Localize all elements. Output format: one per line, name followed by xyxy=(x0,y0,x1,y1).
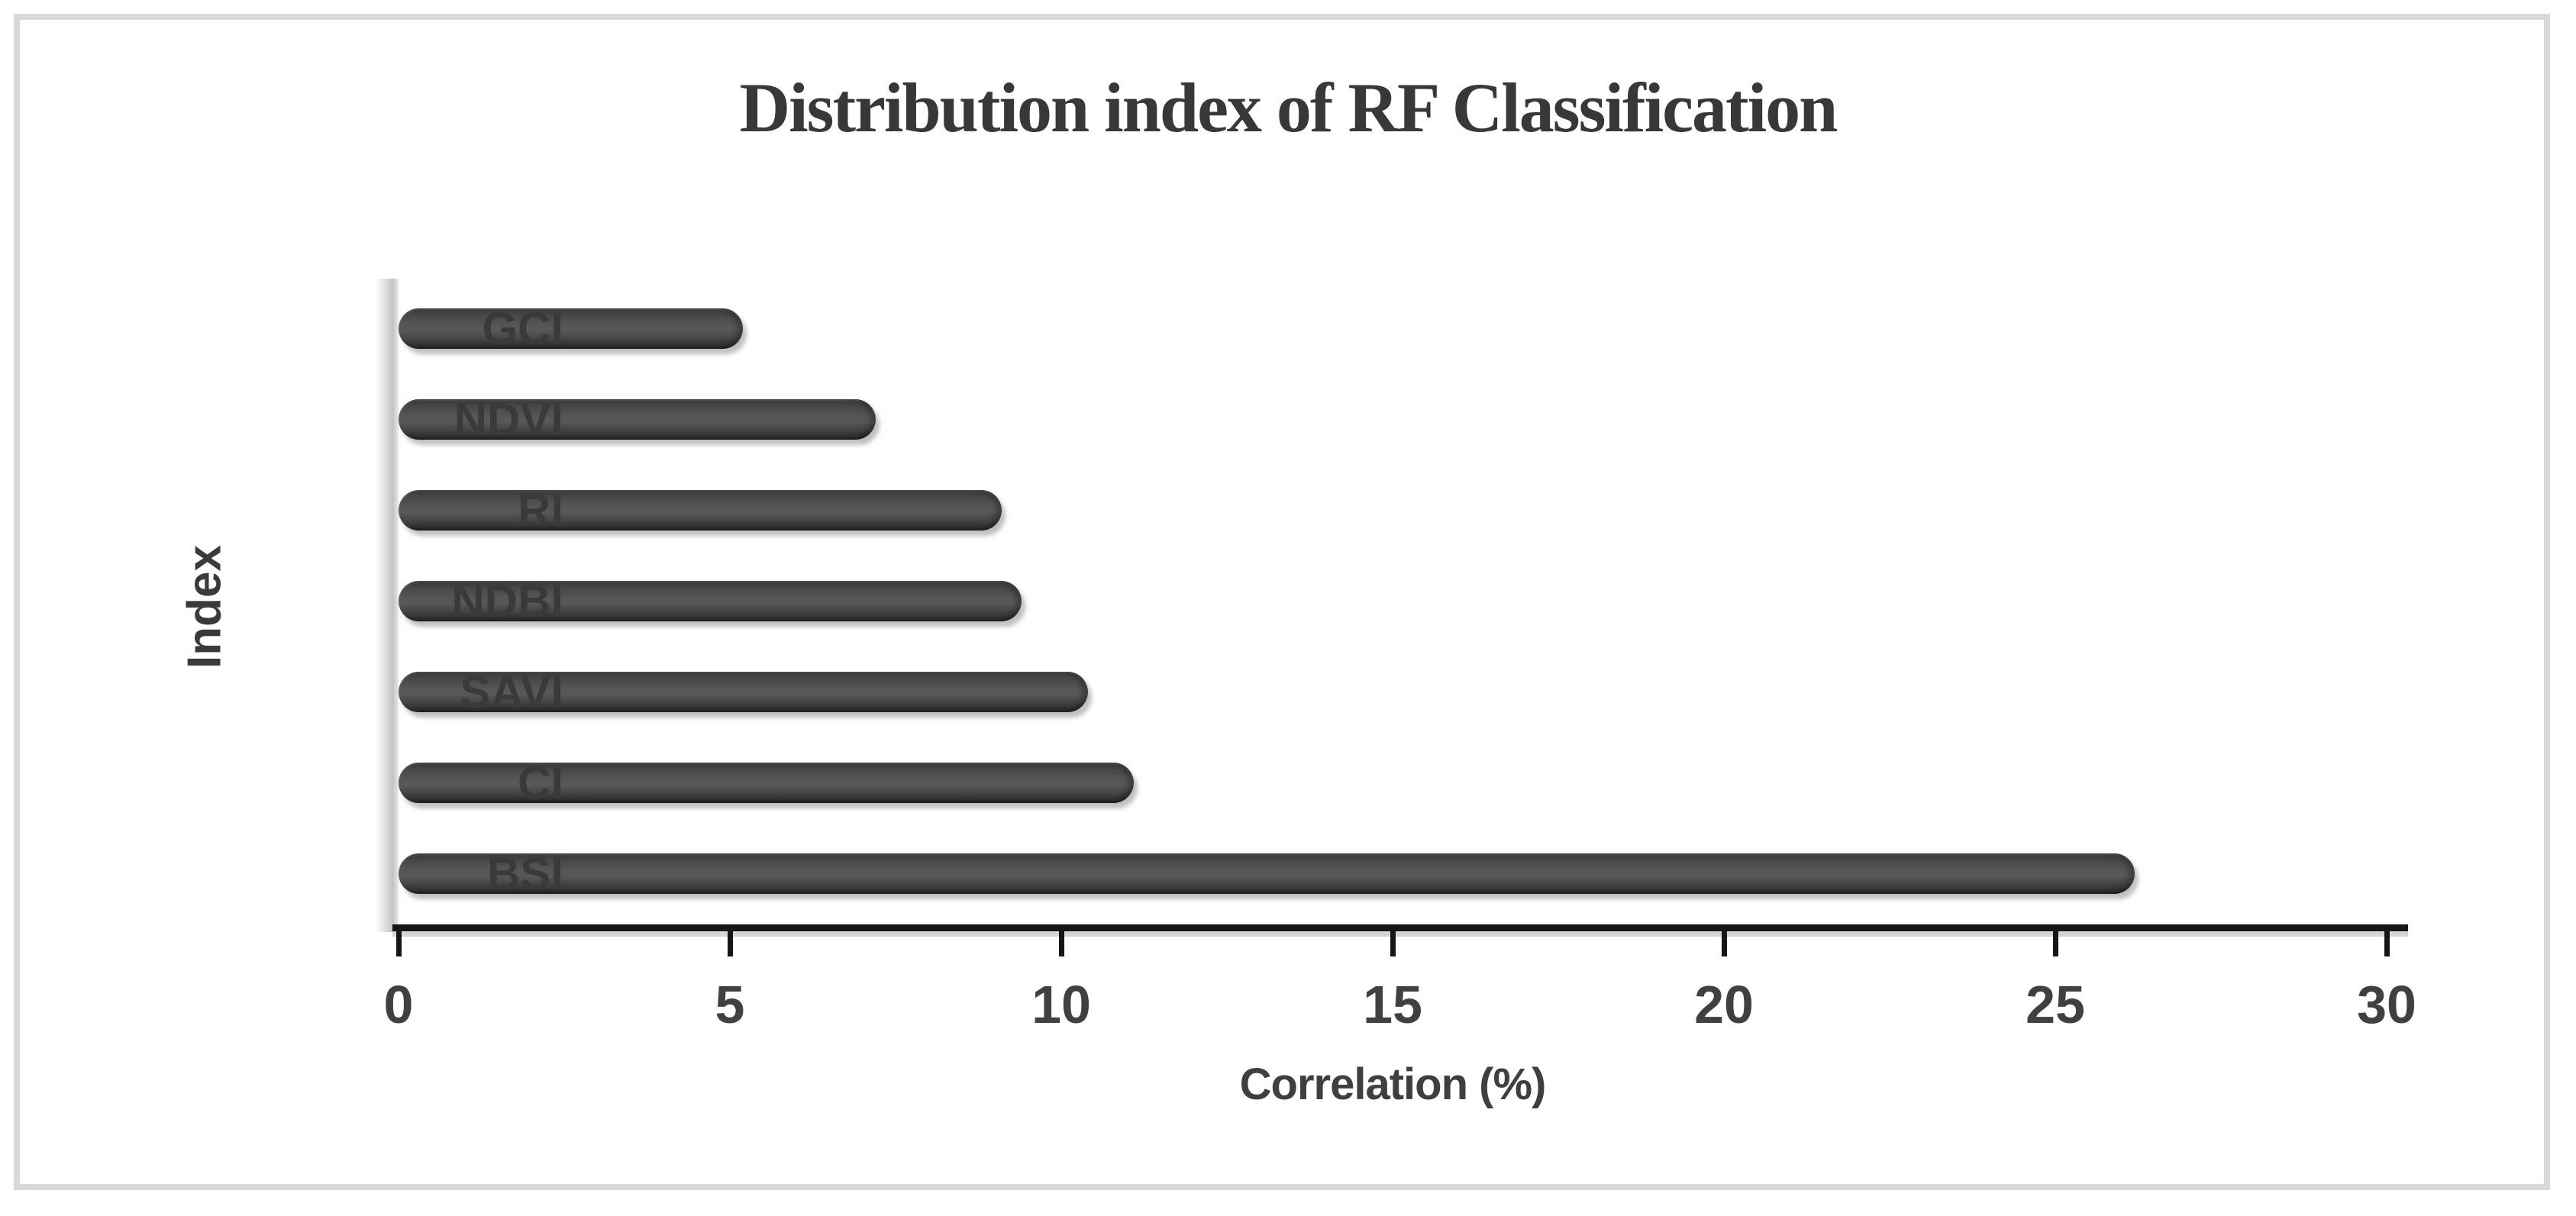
x-tick-mark-10 xyxy=(1058,924,1064,956)
bar-ndvi xyxy=(399,399,876,440)
category-label-ndvi: NDVI xyxy=(454,394,563,445)
x-tick-mark-0 xyxy=(396,924,402,956)
category-label-bsi: BSI xyxy=(486,848,563,899)
x-tick-label-30: 30 xyxy=(2357,975,2416,1034)
category-label-ndbi: NDBI xyxy=(451,576,563,627)
bar-savi xyxy=(399,672,1088,712)
category-label-gci: GCI xyxy=(482,303,563,354)
x-tick-mark-20 xyxy=(1721,924,1727,956)
bar-ndbi xyxy=(399,581,1022,621)
x-axis-line xyxy=(392,924,2408,931)
bar-ci xyxy=(399,763,1135,803)
x-tick-label-5: 5 xyxy=(715,975,745,1034)
category-label-ri: RI xyxy=(518,485,563,536)
plot-area: 0 5 10 15 20 25 30 Correlation (%) xyxy=(376,279,2416,1109)
category-label-savi: SAVI xyxy=(460,666,563,718)
x-tick-mark-5 xyxy=(727,924,733,956)
bar-gci xyxy=(399,308,744,349)
x-tick-label-0: 0 xyxy=(383,975,414,1034)
x-tick-mark-30 xyxy=(2384,924,2390,956)
category-label-ci: CI xyxy=(518,757,563,808)
x-tick-mark-25 xyxy=(2053,924,2058,956)
x-tick-label-25: 25 xyxy=(2026,975,2085,1034)
chart-title: Distribution index of RF Classification xyxy=(739,69,1838,147)
x-tick-label-20: 20 xyxy=(1694,975,1754,1034)
x-axis-title: Correlation (%) xyxy=(1239,1060,1547,1109)
x-tick-label-10: 10 xyxy=(1031,975,1091,1034)
bar-ri xyxy=(399,490,1002,531)
x-tick-mark-15 xyxy=(1390,924,1396,956)
bar-bsi xyxy=(399,853,2135,894)
y-axis-line xyxy=(376,279,399,932)
x-tick-label-15: 15 xyxy=(1363,975,1422,1034)
